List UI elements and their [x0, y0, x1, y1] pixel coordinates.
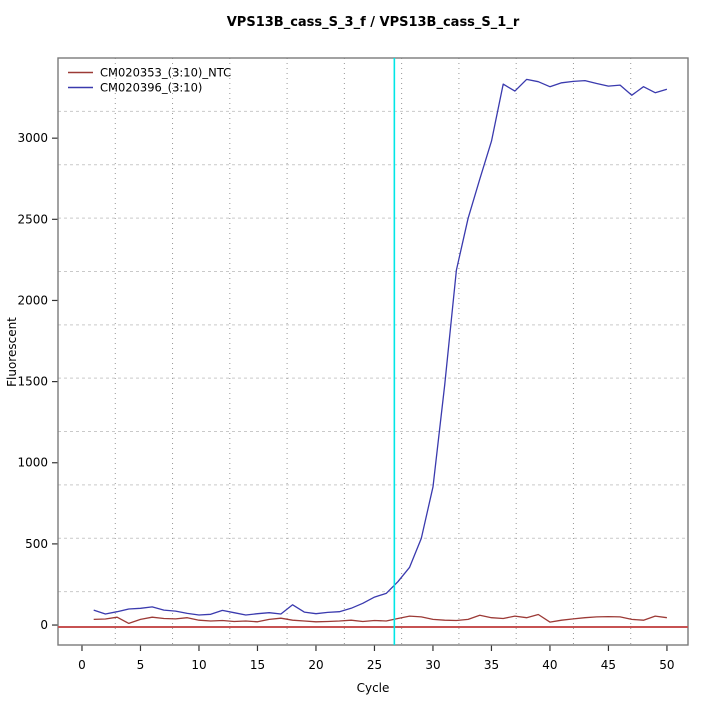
x-tick-label: 10	[191, 658, 206, 672]
y-tick-label: 1000	[17, 456, 48, 470]
x-tick-label: 25	[367, 658, 382, 672]
x-tick-label: 45	[601, 658, 616, 672]
x-axis-label: Cycle	[357, 681, 390, 695]
x-tick-label: 20	[308, 658, 323, 672]
y-tick-label: 3000	[17, 131, 48, 145]
chart-title: VPS13B_cass_S_3_f / VPS13B_cass_S_1_r	[227, 15, 520, 30]
x-tick-label: 5	[137, 658, 145, 672]
y-tick-label: 1500	[17, 375, 48, 389]
x-tick-label: 15	[250, 658, 265, 672]
plot-box	[57, 57, 689, 646]
y-tick-label: 2000	[17, 293, 48, 307]
x-tick-label: 0	[78, 658, 86, 672]
legend: CM020353_(3:10)_NTC CM020396_(3:10)	[68, 66, 231, 95]
series-line-ntc	[93, 613, 667, 625]
x-tick-label: 50	[659, 658, 674, 672]
y-tick-label: 500	[25, 537, 48, 551]
series-line-sample	[93, 78, 668, 616]
x-tick-label: 40	[542, 658, 557, 672]
y-axis-label: Fluorescent	[5, 317, 19, 387]
legend-label-ntc: CM020353_(3:10)_NTC	[100, 66, 231, 80]
y-tick-label: 2500	[17, 212, 48, 226]
plot-area: 0 5 10 15 20 25 30 35 40 45 5005001000150020002500…	[17, 57, 689, 672]
y-tick-label: 0	[40, 618, 48, 632]
legend-label-sample: CM020396_(3:10)	[100, 81, 202, 95]
x-tick-label: 30	[425, 658, 440, 672]
x-tick-label: 35	[484, 658, 499, 672]
